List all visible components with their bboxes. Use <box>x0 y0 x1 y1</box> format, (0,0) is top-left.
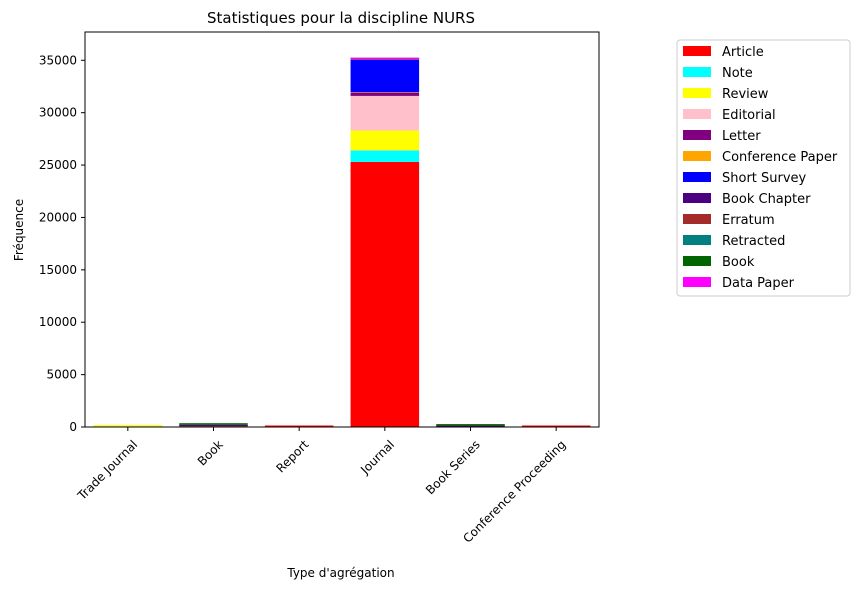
bar-segment <box>436 424 505 426</box>
x-axis-label: Type d'agrégation <box>286 566 394 580</box>
bar-segment <box>521 425 591 427</box>
x-tick-label: Trade Journal <box>74 437 140 503</box>
x-axis: Trade Journal Book Report Journal Book Serie… <box>74 427 569 546</box>
bar-segment <box>350 92 420 96</box>
legend-label: Retracted <box>722 234 785 249</box>
legend-label: Erratum <box>722 213 775 228</box>
legend-swatch <box>683 193 711 203</box>
legend-frame <box>676 39 851 297</box>
y-tick-label: 30000 <box>39 106 77 120</box>
legend-label: Article <box>722 45 764 60</box>
x-tick-label: Conference Proceeding <box>460 437 568 545</box>
legend-swatch <box>683 88 711 98</box>
legend-swatch <box>683 130 711 140</box>
bar-segment <box>179 423 248 425</box>
bar-segment <box>264 425 334 427</box>
legend-swatch <box>683 46 711 56</box>
chart-title: Statistiques pour la discipline NURS <box>207 9 475 27</box>
legend-label: Book Chapter <box>722 192 811 207</box>
bar-segment <box>350 130 420 151</box>
legend-label: Short Survey <box>722 171 807 186</box>
legend-label: Note <box>722 66 753 81</box>
y-axis: 0 5000 10000 15000 20000 25000 30000 35000 <box>39 53 85 434</box>
bar-segment <box>350 95 420 131</box>
y-tick-label: 10000 <box>39 315 77 329</box>
y-axis-label: Fréquence <box>12 199 26 261</box>
y-tick-label: 15000 <box>39 263 77 277</box>
bar-segment <box>350 161 420 428</box>
legend-swatch <box>683 151 711 161</box>
bar-segment <box>350 150 420 162</box>
legend-swatch <box>683 172 711 182</box>
y-tick-label: 20000 <box>39 210 77 224</box>
y-tick-label: 25000 <box>39 158 77 172</box>
y-tick-label: 5000 <box>46 368 77 382</box>
legend-label: Book <box>722 255 755 270</box>
legend-swatch <box>683 109 711 119</box>
bar-segment <box>179 424 248 427</box>
legend-label: Data Paper <box>722 276 795 291</box>
legend: Article Note Review Editorial Letter Conferen… <box>676 39 851 297</box>
legend-label: Letter <box>722 129 761 144</box>
legend-swatch <box>683 256 711 266</box>
y-tick-label: 0 <box>69 420 77 434</box>
bar-segment <box>436 425 505 427</box>
legend-swatch <box>683 67 711 77</box>
legend-label: Editorial <box>722 108 776 123</box>
bar-segment <box>93 425 163 427</box>
legend-label: Conference Paper <box>722 150 838 165</box>
legend-swatch <box>683 235 711 245</box>
x-tick-label: Journal <box>357 437 397 477</box>
y-tick-label: 35000 <box>39 53 77 67</box>
x-tick-label: Book <box>195 437 226 468</box>
bar-segment <box>350 59 420 93</box>
legend-label: Review <box>722 87 769 102</box>
bar-segment <box>350 57 420 60</box>
bars-group <box>93 57 591 428</box>
legend-swatch <box>683 214 711 224</box>
x-tick-label: Book Series <box>423 437 483 497</box>
legend-swatch <box>683 277 711 287</box>
x-tick-label: Report <box>273 437 311 475</box>
plot-frame <box>84 31 600 428</box>
